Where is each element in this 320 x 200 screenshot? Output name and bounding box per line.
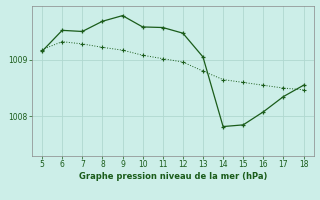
X-axis label: Graphe pression niveau de la mer (hPa): Graphe pression niveau de la mer (hPa)	[79, 172, 267, 181]
